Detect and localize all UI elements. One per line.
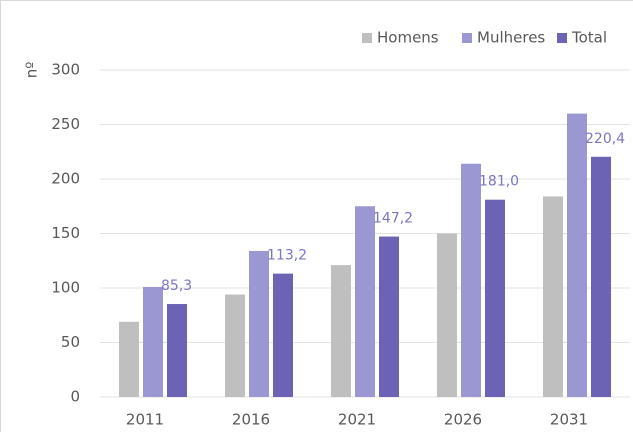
bar	[119, 321, 139, 397]
x-tick-label: 2016	[232, 411, 270, 429]
x-tick-label: 2011	[126, 411, 164, 429]
y-axis-label: nº	[23, 62, 41, 79]
bar	[273, 273, 293, 397]
data-label: 85,3	[161, 278, 192, 294]
y-tick-label: 0	[70, 388, 80, 406]
bar	[379, 236, 399, 397]
y-tick-label: 200	[51, 170, 80, 188]
legend-swatch	[362, 33, 372, 43]
y-tick-label: 300	[51, 61, 80, 79]
legend-swatch	[462, 33, 472, 43]
bar	[355, 206, 375, 397]
data-label: 113,2	[267, 248, 307, 264]
bar	[461, 163, 481, 397]
bar	[167, 304, 187, 397]
bar	[437, 233, 457, 397]
y-tick-label: 250	[51, 115, 80, 133]
legend-label: Total	[571, 29, 607, 47]
bar	[249, 250, 269, 397]
bar	[485, 199, 505, 397]
data-label: 181,0	[479, 174, 519, 190]
data-label: 220,4	[585, 131, 625, 147]
legend-label: Homens	[377, 29, 439, 47]
x-tick-label: 2031	[550, 411, 588, 429]
bar	[567, 113, 587, 397]
legend-label: Mulheres	[477, 29, 545, 47]
legend-swatch	[557, 33, 567, 43]
y-tick-label: 100	[51, 279, 80, 297]
x-tick-label: 2021	[338, 411, 376, 429]
bar	[143, 286, 163, 397]
bar	[591, 156, 611, 397]
data-label: 147,2	[373, 211, 413, 227]
y-tick-label: 50	[61, 333, 80, 351]
x-tick-label: 2026	[444, 411, 482, 429]
bar	[543, 196, 563, 397]
y-tick-label: 150	[51, 224, 80, 242]
bar	[225, 294, 245, 397]
bar	[331, 265, 351, 397]
